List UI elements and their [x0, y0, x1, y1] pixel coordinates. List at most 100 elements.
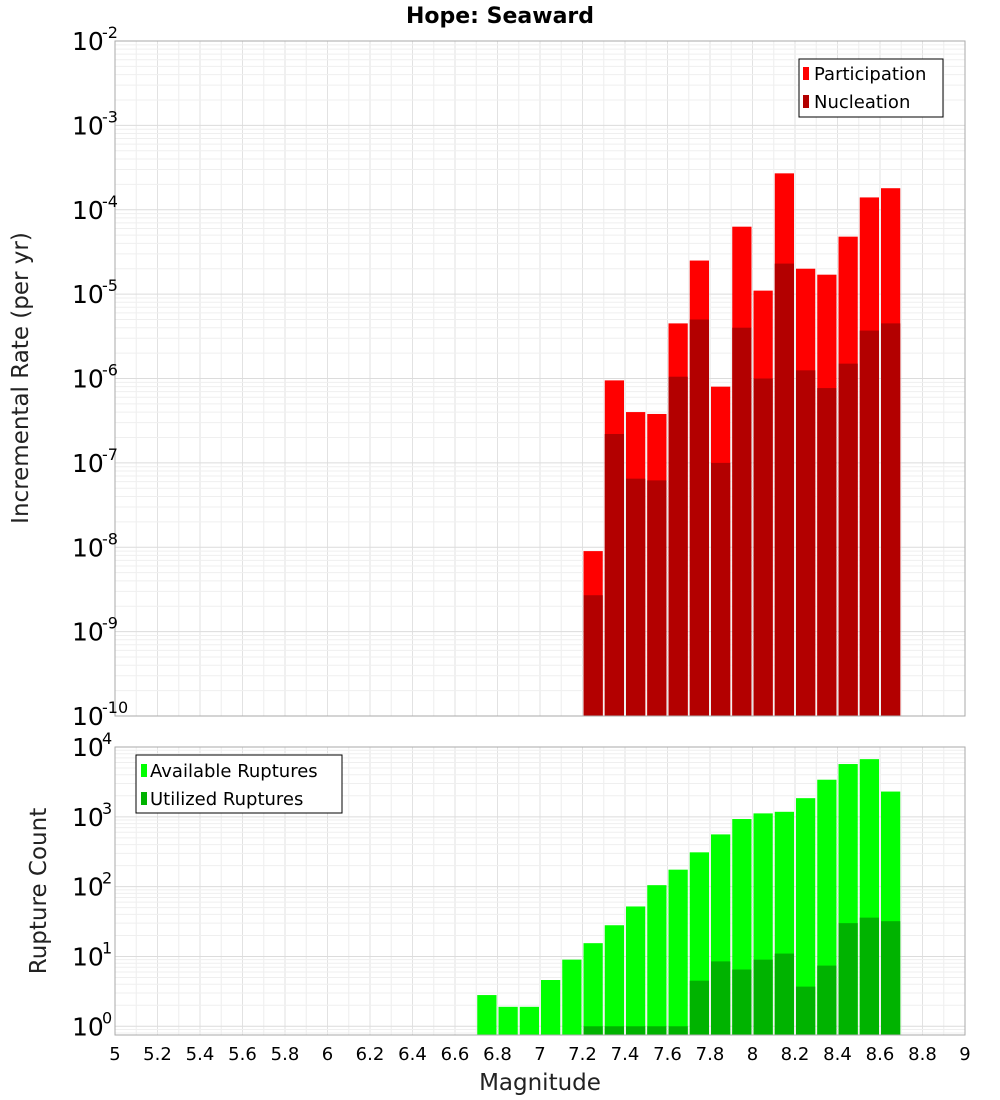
- x-tick-label: 5.8: [271, 1044, 300, 1065]
- x-tick-label: 7.2: [568, 1044, 597, 1065]
- top-nucleation-bar-7.95: [732, 327, 752, 716]
- x-tick-label: 8.8: [908, 1044, 937, 1065]
- top-nucleation-bar-8.45: [838, 363, 858, 716]
- top-y-tick-exponent: -10: [102, 698, 128, 717]
- top-y-tick-base: 10: [72, 365, 104, 394]
- top-y-tick-exponent: -5: [102, 276, 118, 295]
- bottom-utilized-ruptures-bar-8.65: [881, 921, 901, 1035]
- legend-swatch-participation: [803, 67, 809, 80]
- top-nucleation-bar-8.35: [817, 388, 837, 716]
- x-tick-label: 7.6: [653, 1044, 682, 1065]
- top-y-tick-exponent: -6: [102, 361, 118, 380]
- top-nucleation-bar-7.45: [626, 478, 646, 716]
- bottom-utilized-ruptures-bar-7.55: [647, 1026, 667, 1035]
- bottom-y-axis-label: Rupture Count: [26, 808, 52, 974]
- x-tick-label: 5.2: [143, 1044, 172, 1065]
- bottom-available-ruptures-bar-7.35: [604, 925, 624, 1035]
- bottom-bars: [477, 759, 901, 1035]
- legend-label-participation: Participation: [814, 64, 926, 85]
- bottom-utilized-ruptures-bar-8.35: [817, 965, 837, 1035]
- x-axis-ticks: 5 5.2 5.4 5.6 5.8 6 6.2 6.4 6.6 6.8 7 7.2 7.4 7.6 7.8 8…: [109, 1044, 970, 1065]
- bottom-y-tick-exponent: 4: [102, 729, 112, 748]
- top-y-tick-exponent: -8: [102, 529, 118, 548]
- top-y-tick-exponent: -4: [102, 192, 118, 211]
- top-nucleation-bar-8.25: [796, 370, 816, 716]
- bottom-utilized-ruptures-bar-7.35: [604, 1026, 624, 1035]
- x-tick-label: 8: [747, 1044, 758, 1065]
- bottom-available-ruptures-bar-6.75: [477, 995, 497, 1035]
- bottom-y-tick-base: 10: [72, 803, 104, 832]
- x-tick-label: 6.4: [398, 1044, 427, 1065]
- x-tick-label: 5: [109, 1044, 120, 1065]
- chart-title: Hope: Seaward: [406, 4, 594, 29]
- x-tick-label: 8.6: [866, 1044, 895, 1065]
- legend-label-nucleation: Nucleation: [814, 92, 910, 113]
- bottom-utilized-ruptures-bar-7.75: [689, 980, 709, 1035]
- top-legend-box: [798, 58, 944, 118]
- bottom-utilized-ruptures-bar-8.55: [859, 917, 879, 1035]
- top-nucleation-bar-7.55: [647, 480, 667, 716]
- x-tick-label: 6.6: [441, 1044, 470, 1065]
- bottom-available-ruptures-bar-8.25: [796, 798, 816, 1035]
- top-plot-frame: [114, 40, 966, 717]
- top-nucleation-bar-8.05: [753, 378, 773, 716]
- x-tick-label: 7: [534, 1044, 545, 1065]
- bottom-y-tick-exponent: 2: [102, 869, 112, 888]
- top-nucleation-bar-7.35: [604, 433, 624, 716]
- x-tick-label: 8.4: [823, 1044, 852, 1065]
- x-tick-label: 6.2: [356, 1044, 385, 1065]
- bottom-available-ruptures-bar-7.55: [647, 885, 667, 1035]
- x-axis-label: Magnitude: [479, 1070, 601, 1096]
- top-y-tick-exponent: -9: [102, 614, 118, 633]
- top-nucleation-bar-8.65: [881, 323, 901, 716]
- bottom-y-tick-exponent: 1: [102, 938, 112, 957]
- bottom-utilized-ruptures-bar-7.65: [668, 1026, 688, 1035]
- bottom-available-ruptures-bar-7.25: [583, 943, 603, 1035]
- x-tick-label: 7.4: [611, 1044, 640, 1065]
- top-nucleation-bar-7.25: [583, 595, 603, 716]
- bottom-legend: Available Ruptures Utilized Ruptures: [135, 754, 343, 814]
- top-grid: [114, 40, 966, 717]
- x-tick-label: 9: [959, 1044, 970, 1065]
- top-y-tick-exponent: -2: [102, 23, 118, 42]
- bottom-utilized-ruptures-bar-8.15: [774, 953, 794, 1035]
- top-nucleation-bar-7.65: [668, 376, 688, 716]
- top-nucleation-bar-8.15: [774, 263, 794, 716]
- x-tick-label: 7.8: [696, 1044, 725, 1065]
- bottom-plot-frame: [114, 746, 966, 1036]
- bottom-legend-box: [135, 754, 343, 814]
- bottom-available-ruptures-bar-7.05: [541, 980, 561, 1035]
- legend-label-utilized-ruptures: Utilized Ruptures: [150, 789, 303, 810]
- top-y-tick-base: 10: [72, 111, 104, 140]
- legend-swatch-utilized-ruptures: [141, 792, 147, 805]
- bottom-y-tick-base: 10: [72, 873, 104, 902]
- bottom-available-ruptures-bar-7.15: [562, 959, 582, 1035]
- legend-swatch-nucleation: [803, 95, 809, 108]
- x-tick-label: 5.4: [186, 1044, 215, 1065]
- legend-label-available-ruptures: Available Ruptures: [150, 761, 318, 782]
- top-y-tick-base: 10: [72, 280, 104, 309]
- bottom-utilized-ruptures-bar-7.95: [732, 969, 752, 1035]
- bottom-y-tick-exponent: 3: [102, 799, 112, 818]
- legend-swatch-available-ruptures: [141, 764, 147, 777]
- top-y-tick-base: 10: [72, 702, 104, 731]
- top-nucleation-bar-7.75: [689, 319, 709, 716]
- bottom-utilized-ruptures-bar-7.45: [626, 1026, 646, 1035]
- top-nucleation-bar-8.55: [859, 330, 879, 716]
- top-y-tick-exponent: -7: [102, 445, 118, 464]
- bottom-y-tick-base: 10: [72, 942, 104, 971]
- top-y-tick-base: 10: [72, 533, 104, 562]
- bottom-utilized-ruptures-bar-7.25: [583, 1026, 603, 1035]
- top-bars: [583, 173, 901, 717]
- bottom-utilized-ruptures-bar-8.45: [838, 923, 858, 1035]
- bottom-y-tick-base: 10: [72, 1012, 104, 1041]
- bottom-y-tick-base: 10: [72, 733, 104, 762]
- bottom-utilized-ruptures-bar-8.25: [796, 986, 816, 1035]
- top-nucleation-bar-7.85: [711, 462, 731, 717]
- bottom-utilized-ruptures-bar-8.05: [753, 959, 773, 1035]
- top-y-tick-base: 10: [72, 27, 104, 56]
- bottom-available-ruptures-bar-7.65: [668, 869, 688, 1035]
